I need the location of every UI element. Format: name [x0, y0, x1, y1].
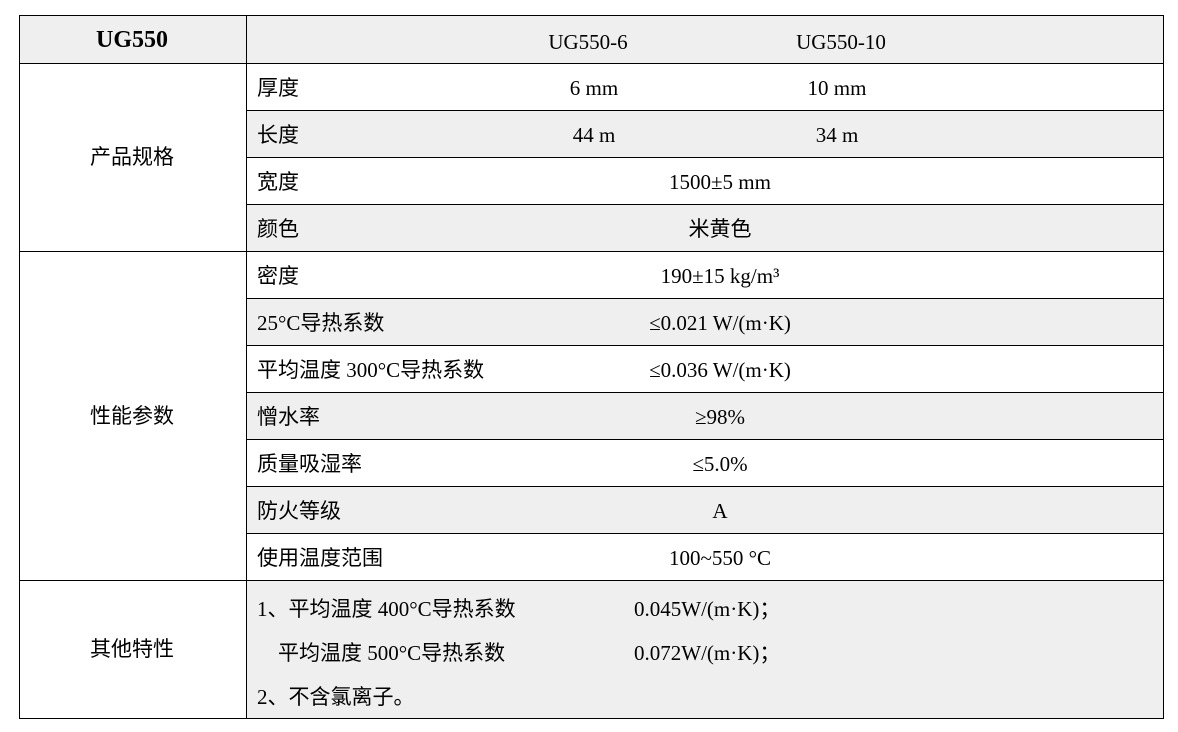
row-value: ≤5.0%	[692, 452, 748, 476]
group-label: 产品规格	[90, 145, 174, 169]
table-row	[246, 392, 1164, 440]
row-label: 质量吸湿率	[257, 452, 362, 476]
row-label: 宽度	[257, 170, 299, 194]
group-label: 其他特性	[90, 637, 174, 661]
table-row	[246, 486, 1164, 534]
row-label: 厚度	[257, 76, 299, 100]
row-label: 25°C导热系数	[257, 311, 385, 335]
row-value: 100~550 °C	[668, 546, 772, 570]
model-name: UG550-10	[796, 30, 886, 54]
other-value: 0.045W/(m·K)；	[634, 597, 781, 621]
row-label: 防火等级	[257, 499, 341, 523]
row-value: 44 m	[572, 123, 616, 147]
row-value: A	[712, 499, 728, 523]
row-value: ≤0.021 W/(m·K)	[649, 311, 791, 335]
row-label: 密度	[257, 264, 299, 288]
other-label: 平均温度 500°C导热系数	[257, 641, 506, 665]
row-value: ≤0.036 W/(m·K)	[649, 358, 791, 382]
table-row	[246, 110, 1164, 158]
model-name: UG550-6	[548, 30, 628, 54]
table-row	[246, 204, 1164, 252]
row-label: 长度	[257, 123, 299, 147]
row-value: 190±15 kg/m³	[660, 264, 780, 288]
row-value: 34 m	[815, 123, 859, 147]
other-label: 1、平均温度 400°C导热系数	[257, 597, 516, 621]
other-value: 0.072W/(m·K)；	[634, 641, 781, 665]
header-models-cell	[246, 15, 1164, 64]
row-value: ≥98%	[694, 405, 746, 429]
row-value: 6 mm	[569, 76, 619, 100]
table-row	[246, 63, 1164, 111]
header-title: UG550	[96, 27, 168, 53]
row-value: 米黄色	[688, 217, 752, 241]
group-label: 性能参数	[90, 403, 174, 428]
row-label: 使用温度范围	[257, 546, 383, 570]
other-properties-cell	[246, 580, 1164, 719]
header-title-cell	[19, 15, 247, 64]
row-value: 10 mm	[807, 76, 867, 100]
row-label: 颜色	[257, 217, 299, 241]
row-label: 憎水率	[257, 405, 320, 429]
row-label: 平均温度 300°C导热系数	[257, 358, 485, 382]
row-value: 1500±5 mm	[669, 170, 771, 194]
other-label: 2、不含氯离子。	[257, 685, 415, 709]
